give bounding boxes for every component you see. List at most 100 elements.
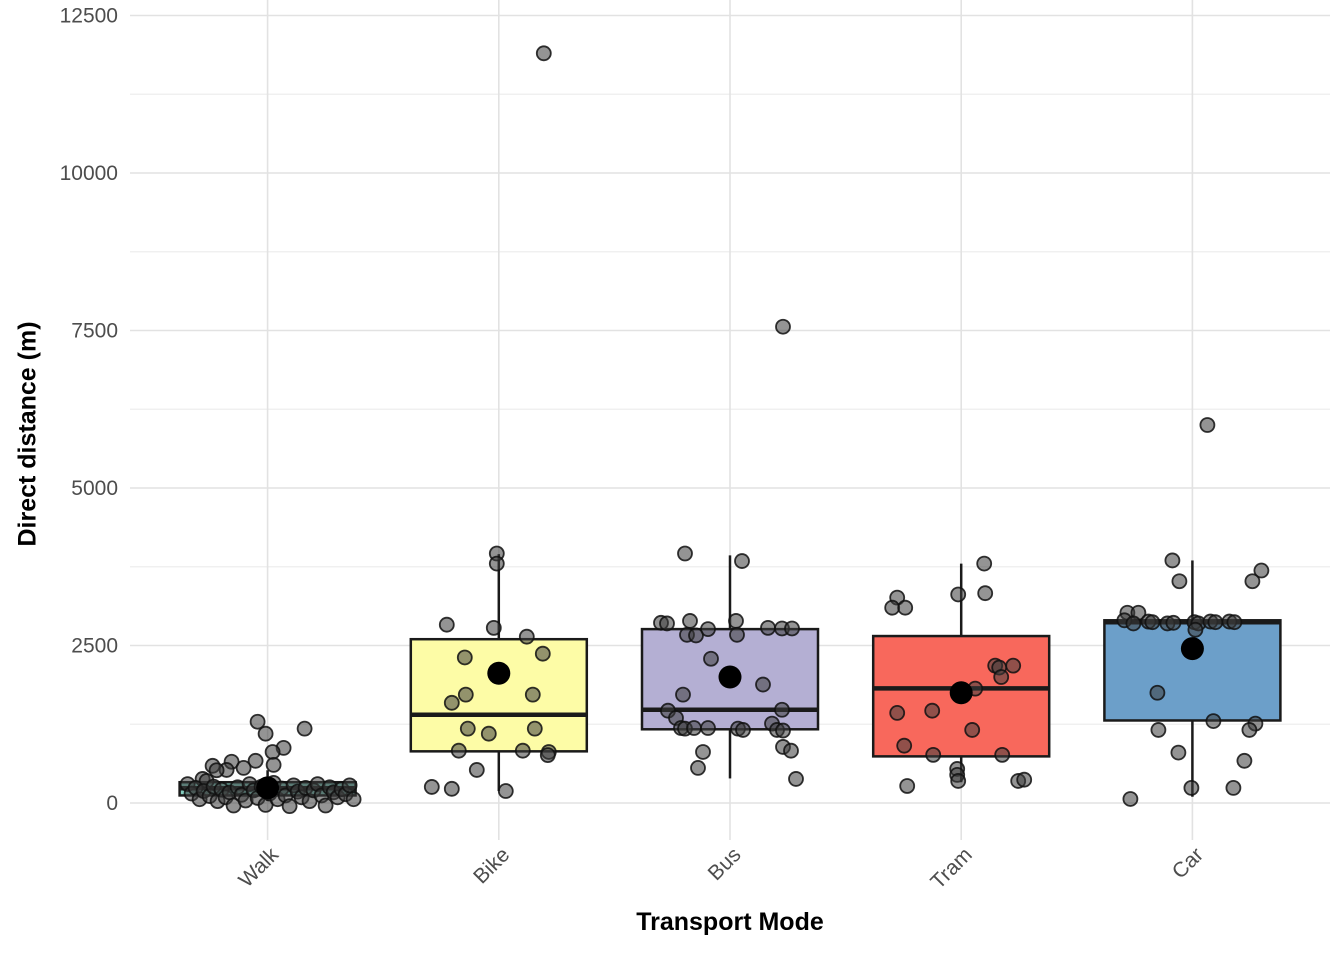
x-axis-title: Transport Mode — [636, 908, 824, 936]
jitter-point — [924, 702, 941, 719]
jitter-point — [485, 619, 502, 636]
jitter-point — [735, 722, 751, 738]
jitter-point — [1253, 562, 1270, 579]
y-tick-label: 5000 — [71, 477, 118, 500]
jitter-point — [695, 744, 711, 760]
jitter-point — [964, 722, 981, 738]
jitter-point — [518, 628, 535, 645]
jitter-point — [760, 619, 776, 636]
jitter-point — [677, 545, 693, 562]
jitter-point — [775, 722, 791, 739]
jitter-point — [1225, 779, 1242, 796]
jitter-point — [526, 720, 543, 737]
jitter-point — [265, 756, 282, 773]
jitter-point — [884, 599, 901, 616]
jitter-point — [1122, 791, 1139, 807]
jitter-point — [977, 585, 994, 602]
jitter-point — [534, 645, 551, 662]
jitter-point — [774, 701, 790, 718]
x-tick-label: Car — [1168, 843, 1208, 883]
jitter-point — [686, 720, 702, 736]
jitter-point — [317, 797, 334, 814]
jitter-point — [950, 586, 967, 603]
jitter-point — [488, 555, 505, 572]
jitter-point — [783, 742, 799, 759]
jitter-point — [1236, 752, 1253, 769]
jitter-point — [208, 762, 225, 779]
jitter-point — [688, 627, 704, 644]
jitter-point — [524, 686, 541, 703]
jitter-point — [788, 771, 804, 787]
jitter-point — [539, 747, 556, 764]
x-tick-label: Bike — [469, 843, 514, 888]
jitter-point — [659, 615, 675, 632]
mean-dot — [1180, 637, 1204, 661]
jitter-point — [450, 742, 467, 759]
jitter-point — [341, 777, 358, 794]
jitter-point — [897, 599, 914, 616]
jitter-point — [257, 725, 274, 742]
box-bike — [409, 637, 589, 753]
jitter-point — [480, 725, 497, 742]
y-tick-label: 2500 — [71, 635, 118, 658]
jitter-point — [1241, 722, 1258, 738]
y-tick-label: 7500 — [71, 320, 118, 343]
jitter-point — [993, 669, 1010, 685]
jitter-point — [1226, 614, 1243, 631]
jitter-point — [950, 773, 967, 789]
mean-dot — [487, 661, 511, 685]
jitter-point — [438, 616, 455, 633]
y-tick-label: 12500 — [60, 5, 118, 28]
jitter-point — [703, 650, 719, 667]
jitter-point — [1183, 779, 1200, 796]
jitter-point — [281, 798, 298, 815]
jitter-point — [443, 780, 460, 797]
mean-dot — [256, 776, 280, 800]
jitter-point — [423, 779, 440, 795]
jitter-point — [700, 720, 716, 736]
jitter-point — [1016, 771, 1033, 788]
jitter-point — [1149, 684, 1166, 701]
y-tick-label: 0 — [106, 792, 118, 815]
jitter-point — [249, 713, 266, 730]
jitter-point — [1164, 552, 1181, 569]
mean-dot — [949, 681, 973, 705]
jitter-point — [443, 694, 460, 711]
jitter-point — [1187, 621, 1204, 638]
jitter-point — [729, 626, 745, 643]
x-tick-label: Bus — [704, 843, 746, 885]
jitter-point — [755, 676, 771, 693]
jitter-point — [1144, 614, 1161, 631]
jitter-point — [1171, 573, 1188, 590]
jitter-point — [889, 705, 906, 721]
jitter-point — [775, 318, 791, 335]
x-tick-label: Walk — [234, 843, 283, 892]
jitter-point — [497, 783, 514, 799]
jitter-point — [456, 649, 473, 666]
jitter-point — [468, 762, 485, 778]
jitter-point — [1005, 657, 1022, 674]
jitter-point — [1205, 713, 1222, 729]
jitter-point — [264, 744, 281, 760]
jitter-point — [1199, 417, 1216, 433]
jitter-point — [235, 760, 252, 776]
jitter-point — [457, 686, 474, 703]
jitter-point — [700, 621, 716, 638]
jitter-point — [994, 746, 1011, 763]
jitter-point — [1165, 614, 1182, 631]
y-axis-title: Direct distance (m) — [13, 321, 42, 547]
y-tick-label: 10000 — [60, 162, 118, 185]
jitter-point — [514, 742, 531, 759]
jitter-point — [1244, 573, 1261, 590]
jitter-point — [728, 613, 744, 629]
jitter-point — [1207, 614, 1224, 631]
jitter-point — [976, 555, 993, 572]
jitter-point — [1170, 744, 1187, 761]
jitter-point — [535, 45, 552, 62]
jitter-point — [784, 620, 800, 637]
jitter-point — [682, 613, 698, 629]
jitter-point — [459, 720, 476, 737]
jitter-point — [296, 720, 313, 737]
